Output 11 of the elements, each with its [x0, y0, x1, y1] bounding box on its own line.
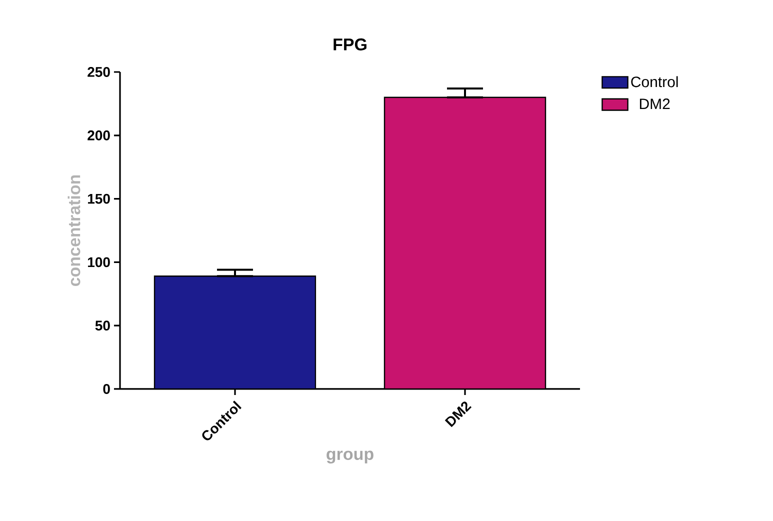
y-tick-label: 150 — [88, 194, 110, 204]
y-tick-label: 250 — [88, 67, 110, 77]
y-tick-label: 200 — [88, 130, 110, 140]
chart-title: FPG — [334, 38, 366, 50]
y-axis-title: concentration — [68, 175, 80, 286]
y-tick-label: 50 — [95, 320, 110, 331]
x-axis-title: group — [326, 450, 374, 464]
legend-label: DM2 — [640, 98, 670, 110]
y-tick-label: 0 — [103, 384, 110, 394]
y-tick-label: 100 — [88, 257, 110, 268]
legend-label: Control — [631, 76, 678, 88]
